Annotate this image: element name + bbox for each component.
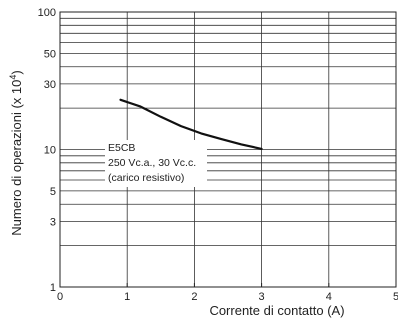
- y-axis-label-superscript: 4: [8, 75, 18, 80]
- y-axis-label: Numero di operazioni (x 104): [8, 70, 24, 235]
- annotation-line: 250 Vc.a., 30 Vc.c.: [108, 157, 196, 169]
- x-tick-labels: 0 1 2 3 4 5: [57, 283, 398, 303]
- y-axis-label-close: ): [9, 70, 24, 74]
- y-tick-label: 100: [38, 7, 56, 19]
- x-tick-label: 4: [326, 291, 332, 303]
- y-tick-label: 5: [50, 186, 56, 198]
- x-tick-label: 2: [191, 291, 197, 303]
- y-axis-label-main: Numero di operazioni (x 10: [9, 80, 24, 236]
- annotation-bg: [105, 140, 207, 187]
- y-tick-label: 10: [44, 145, 56, 157]
- x-tick-label: 0: [57, 291, 63, 303]
- y-tick-label: 50: [44, 48, 56, 60]
- annotation: E5CB 250 Vc.a., 30 Vc.c. (carico resistivo…: [108, 142, 196, 184]
- series-group: [119, 98, 263, 150]
- x-tick-label: 1: [124, 291, 130, 303]
- x-tick-label: 5: [393, 291, 398, 303]
- x-axis-label: Corrente di contatto (A): [209, 303, 344, 318]
- y-tick-label: 3: [50, 216, 56, 228]
- annotation-line: (carico resistivo): [108, 172, 184, 184]
- annotation-line: E5CB: [108, 142, 135, 154]
- annotation-background: [105, 140, 207, 187]
- y-tick-labels: 1 3 5 10 30 50 100: [38, 7, 56, 294]
- series-line: [119, 98, 263, 150]
- plot-border: [59, 11, 397, 288]
- plot-frame: [59, 11, 397, 288]
- x-tick-label: 3: [259, 291, 265, 303]
- y-tick-label: 30: [44, 79, 56, 91]
- y-tick-label: 1: [50, 282, 56, 294]
